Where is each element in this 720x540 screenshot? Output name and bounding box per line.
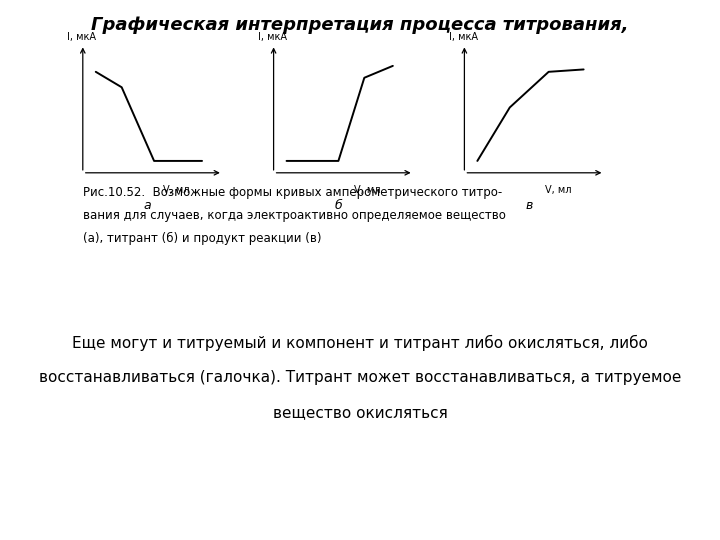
Text: вещество окисляться: вещество окисляться xyxy=(273,405,447,420)
Text: V, мл: V, мл xyxy=(163,185,189,195)
Text: восстанавливаться (галочка). Титрант может восстанавливаться, а титруемое: восстанавливаться (галочка). Титрант мож… xyxy=(39,370,681,385)
Text: I, мкА: I, мкА xyxy=(449,32,478,42)
Text: б: б xyxy=(335,199,342,212)
Text: Еще могут и титруемый и компонент и титрант либо окисляться, либо: Еще могут и титруемый и компонент и титр… xyxy=(72,335,648,351)
Text: в: в xyxy=(526,199,533,212)
Text: Графическая интерпретация процесса титрования,: Графическая интерпретация процесса титро… xyxy=(91,16,629,34)
Text: V, мл: V, мл xyxy=(354,185,380,195)
Text: V, мл: V, мл xyxy=(545,185,571,195)
Text: вания для случаев, когда электроактивно определяемое вещество: вания для случаев, когда электроактивно … xyxy=(83,209,505,222)
Text: I, мкА: I, мкА xyxy=(258,32,287,42)
Text: I, мкА: I, мкА xyxy=(67,32,96,42)
Text: (а), титрант (б) и продукт реакции (в): (а), титрант (б) и продукт реакции (в) xyxy=(83,232,321,245)
Text: Рис.10.52.  Возможные формы кривых амперометрического титро-: Рис.10.52. Возможные формы кривых амперо… xyxy=(83,186,502,199)
Text: а: а xyxy=(144,199,151,212)
